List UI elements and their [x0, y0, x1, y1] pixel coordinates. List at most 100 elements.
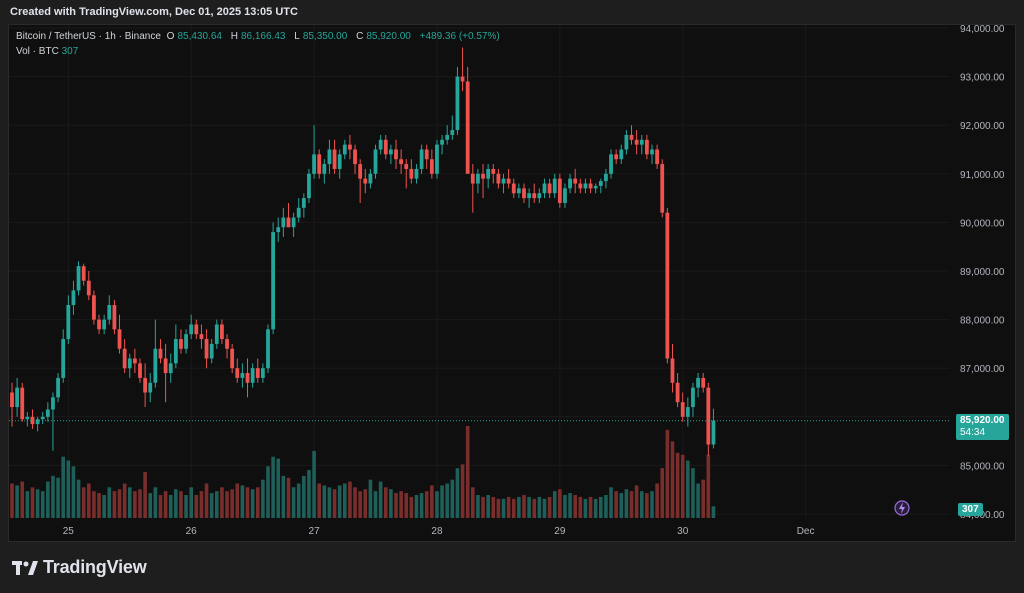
volume-bar	[76, 479, 81, 518]
candle-body	[271, 232, 276, 330]
candle-body	[132, 358, 137, 364]
candle-body	[266, 329, 270, 369]
y-tick-label: 87,000.00	[960, 364, 1005, 375]
symbol-title[interactable]: Bitcoin / TetherUS · 1h · Binance	[16, 31, 161, 42]
candle-body	[296, 207, 301, 218]
volume-bar	[204, 483, 209, 518]
candle-body	[51, 397, 55, 410]
volume-bar	[81, 487, 86, 518]
volume-bar	[496, 498, 501, 518]
candle-body	[260, 368, 265, 378]
candle-body	[388, 149, 393, 155]
volume-bar	[117, 489, 122, 518]
candle-body	[670, 358, 675, 383]
volume-bar	[281, 475, 286, 518]
volume-bar	[511, 498, 516, 518]
volume-label[interactable]: Vol · BTC	[16, 46, 59, 57]
candle-body	[291, 217, 296, 228]
volume-bar	[174, 489, 178, 518]
candle-body	[424, 149, 429, 160]
candle-body	[655, 149, 660, 165]
candle-body	[496, 173, 501, 184]
volume-bar	[245, 487, 250, 518]
volume-bar	[322, 485, 327, 518]
x-tick-label: 29	[554, 526, 566, 537]
candle-body	[506, 178, 511, 184]
volume-bar	[573, 495, 577, 518]
volume-bar	[450, 479, 455, 518]
volume-bar	[404, 493, 409, 518]
volume-bar	[532, 498, 537, 518]
volume-bar	[373, 491, 378, 518]
volume-bar	[184, 495, 188, 518]
volume-bar	[501, 498, 506, 518]
volume-bar	[302, 475, 306, 518]
candle-body	[409, 168, 414, 179]
volume-bar	[61, 456, 65, 518]
volume-bar	[20, 481, 25, 518]
volume-bar	[419, 493, 424, 518]
volume-bar	[46, 481, 50, 518]
candle-body	[76, 266, 81, 291]
volume-bar	[363, 489, 368, 518]
candle-body	[614, 154, 619, 160]
lightning-glyph	[899, 502, 905, 514]
volume-bar	[542, 498, 547, 518]
volume-bar	[583, 498, 588, 518]
candle-body	[465, 81, 470, 174]
volume-bar	[424, 491, 429, 518]
candle-body	[148, 382, 153, 393]
volume-bar	[261, 479, 265, 518]
volume-bar	[312, 450, 316, 518]
volume-bar	[660, 468, 665, 518]
candle-body	[276, 227, 281, 233]
candle-body	[45, 409, 50, 417]
brand-name: TradingView	[43, 557, 147, 577]
candle-body	[445, 134, 450, 140]
volume-bar	[148, 493, 153, 518]
volume-bar	[481, 496, 485, 518]
volume-bar	[225, 491, 229, 518]
candle-body	[10, 392, 14, 408]
chart-frame[interactable]	[8, 24, 1016, 542]
volume-badge: 307	[958, 503, 983, 516]
volume-bar	[435, 491, 439, 518]
volume-bar	[122, 483, 127, 518]
candle-body	[163, 358, 168, 374]
candle-body	[394, 149, 398, 160]
candle-body	[97, 319, 101, 330]
candle-body	[624, 134, 629, 150]
candle-body	[199, 334, 204, 340]
candle-body	[660, 164, 665, 213]
volume-bar	[609, 487, 613, 518]
candle-body	[378, 139, 383, 150]
volume-bar	[691, 468, 695, 518]
candle-body	[583, 183, 588, 189]
candle-body	[527, 193, 532, 199]
footer	[0, 542, 1024, 593]
candle-body	[102, 319, 107, 330]
volume-bar	[670, 441, 675, 518]
y-tick-label: 84,000.00	[960, 510, 1005, 521]
candle-body	[522, 188, 526, 199]
volume-bar	[471, 487, 475, 518]
volume-bar	[153, 487, 158, 518]
volume-bar	[87, 483, 91, 518]
tradingview-logo-icon	[12, 560, 38, 575]
volume-bar	[634, 485, 639, 518]
candle-body	[281, 217, 286, 228]
candle-body	[368, 173, 373, 184]
open-value: O 85,430.64	[166, 31, 222, 42]
tradingview-logo[interactable]: TradingView	[12, 557, 147, 578]
volume-bar	[588, 496, 593, 518]
volume-bar	[92, 491, 96, 518]
candle-body	[598, 181, 603, 186]
candle-body	[353, 149, 357, 165]
volume-bar	[665, 429, 670, 518]
volume-bar	[215, 491, 219, 518]
candle-body	[650, 149, 654, 155]
candle-body	[440, 139, 444, 145]
candle-body	[235, 368, 240, 378]
change-value: +489.36 (+0.57%)	[419, 31, 500, 42]
